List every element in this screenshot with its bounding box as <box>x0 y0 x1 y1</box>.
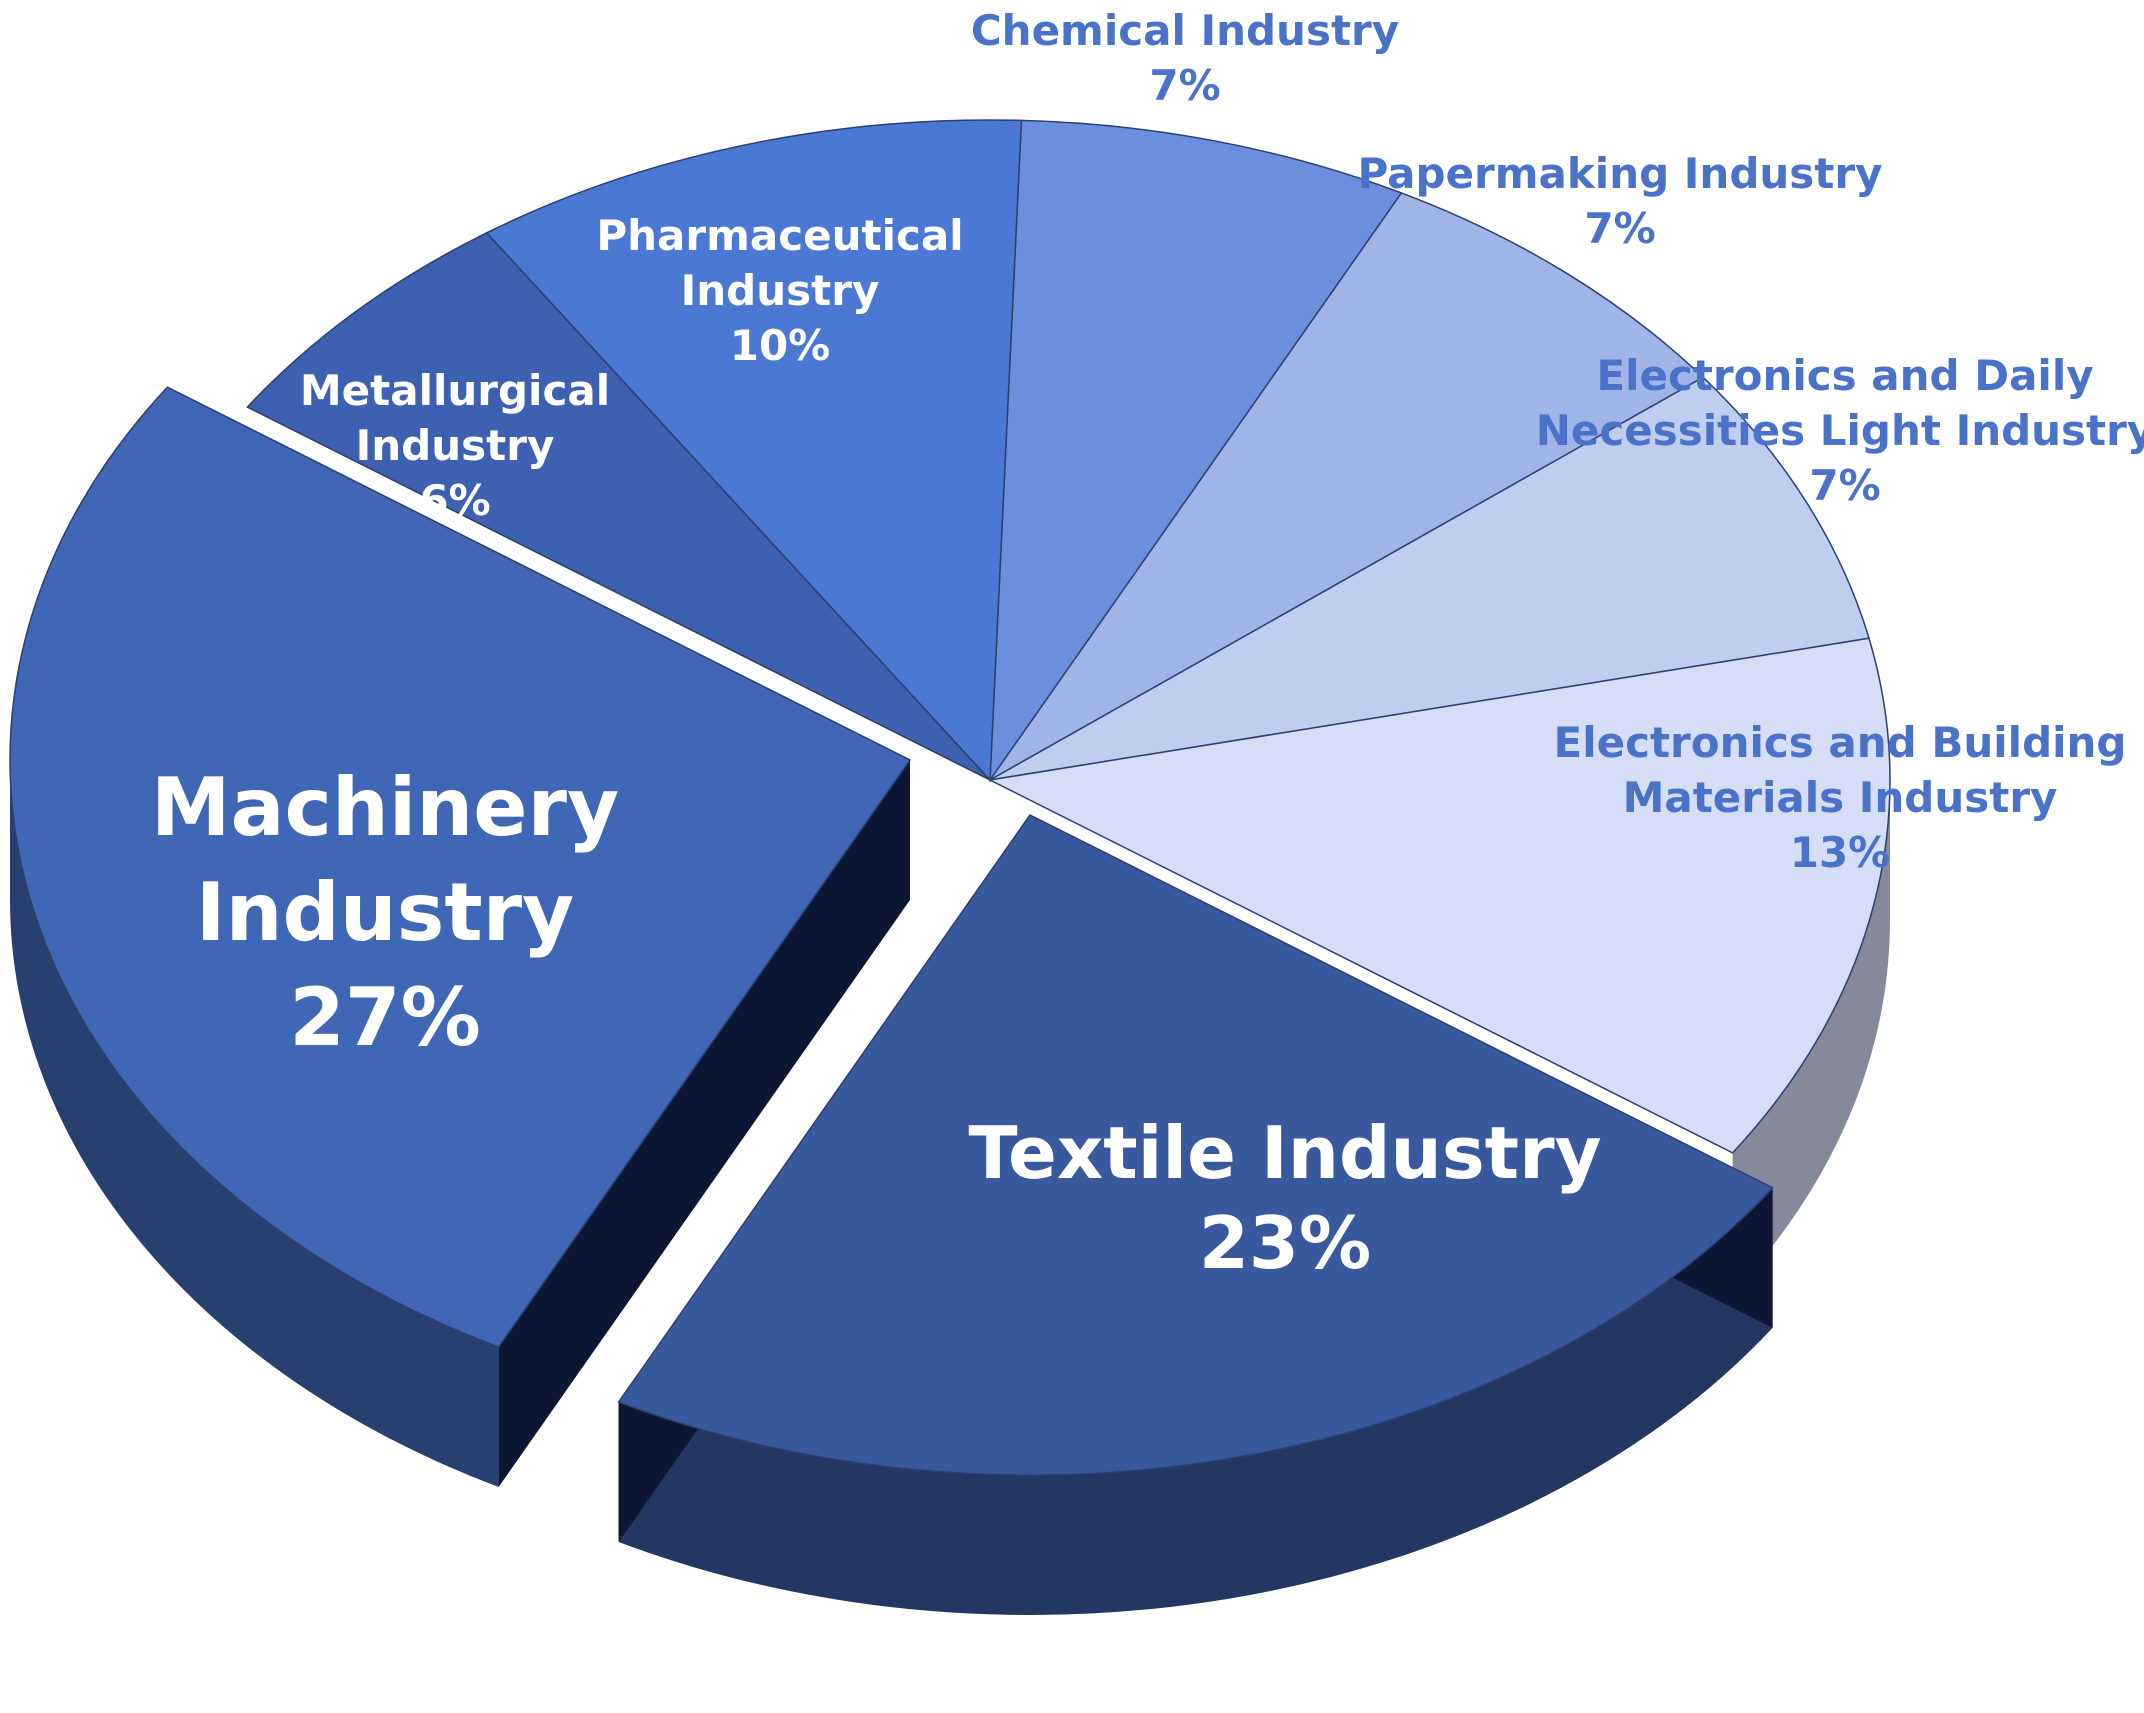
slice-percent: 7% <box>1809 461 1880 510</box>
slice-label-textile-industry: Textile Industry 23% <box>968 1111 1601 1285</box>
slice-percent: 7% <box>1584 204 1655 253</box>
pie-slice-metallurgical-industry <box>246 231 991 781</box>
slice-percent: 13% <box>1790 828 1891 877</box>
pie-slice-electronics-and-daily-necessities-light-industry <box>989 376 1870 781</box>
slice-percent: 7% <box>1149 61 1220 110</box>
slice-name-line: Electronics and Daily <box>1596 351 2093 400</box>
slice-label-papermaking-industry: Papermaking Industry 7% <box>1358 149 1883 253</box>
pie-slice-machinery-industry <box>9 386 912 1348</box>
slice-percent: 10% <box>730 321 831 370</box>
slice-label-metallurgical-industry: Metallurgical Industry 6% <box>300 366 610 525</box>
slice-name-line: Machinery <box>151 761 619 854</box>
pie-slice-pharmaceutical-industry <box>485 119 1023 782</box>
pie-label-layer: Chemical Industry 7% Papermaking Industry 7… <box>151 6 2144 1285</box>
slice-name-line: Papermaking Industry <box>1358 149 1883 198</box>
slice-name-line: Necessities Light Industry <box>1536 406 2144 455</box>
slice-label-electronics-and-building-materials-industry: Electronics and Building Materials Indust… <box>1554 718 2127 877</box>
slice-percent: 27% <box>289 971 480 1064</box>
slice-label-pharmaceutical-industry: Pharmaceutical Industry 10% <box>596 211 963 370</box>
slice-name-line: Metallurgical <box>300 366 610 415</box>
pie-slice-textile-industry <box>617 814 1774 1476</box>
pie-slice-electronics-and-building-materials-industry <box>987 637 1891 1154</box>
slice-label-machinery-industry: Machinery Industry 27% <box>151 761 619 1064</box>
pie-slice-papermaking-industry <box>989 192 1705 781</box>
pie-top-layer <box>9 119 1891 1476</box>
slice-name-line: Pharmaceutical <box>596 211 963 260</box>
pie-side-textile-industry <box>618 1187 1773 1615</box>
slice-name-line: Electronics and Building <box>1554 718 2127 767</box>
slice-percent: 23% <box>1199 1201 1371 1285</box>
slice-name-line: Materials Industry <box>1623 773 2058 822</box>
slice-name-line: Industry <box>681 266 880 315</box>
pie-side-machinery-industry <box>10 760 499 1488</box>
slice-percent: 6% <box>419 476 490 525</box>
slice-label-chemical-industry: Chemical Industry 7% <box>971 6 1399 110</box>
slice-name-line: Chemical Industry <box>971 6 1399 55</box>
slice-name-line: Industry <box>356 421 555 470</box>
pie-slice-chemical-industry <box>989 119 1403 783</box>
slice-name-line: Textile Industry <box>968 1111 1601 1195</box>
slice-name-line: Industry <box>196 866 574 959</box>
pie-cut-face <box>498 760 910 1488</box>
pie-side-electronics-and-building-materials-industry <box>1732 780 1890 1293</box>
slice-label-electronics-and-daily-necessities-light-industry: Electronics and Daily Necessities Light I… <box>1536 351 2144 510</box>
